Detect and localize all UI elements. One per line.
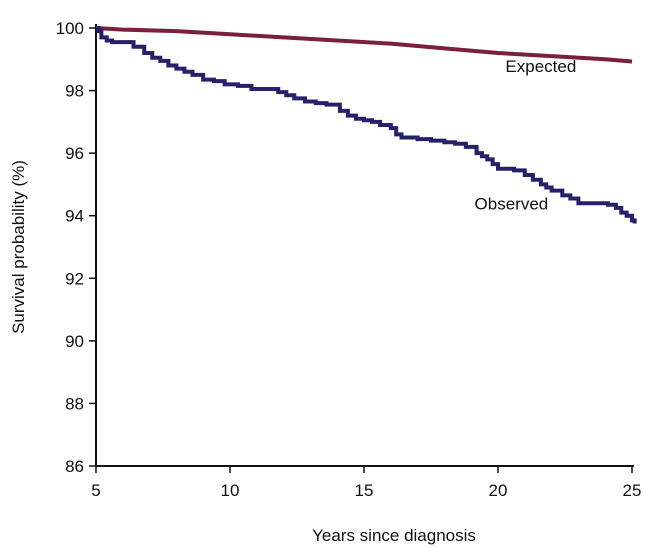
y-tick-label: 96 <box>65 144 84 163</box>
y-tick-label: 100 <box>56 19 84 38</box>
y-tick-label: 90 <box>65 332 84 351</box>
series-line-observed <box>96 26 637 224</box>
series-layer <box>95 26 637 224</box>
series-label-expected: Expected <box>505 57 576 76</box>
y-axis-title: Survival probability (%) <box>9 160 28 334</box>
y-tick-label: 92 <box>65 269 84 288</box>
y-tick-label: 88 <box>65 394 84 413</box>
x-tick-label: 15 <box>355 481 374 500</box>
y-axis-ticks: 86 88 90 92 94 96 98 100 <box>56 19 96 476</box>
y-tick-label: 98 <box>65 82 84 101</box>
x-tick-label: 25 <box>623 481 642 500</box>
x-tick-label: 10 <box>221 481 240 500</box>
x-tick-label: 20 <box>489 481 508 500</box>
y-tick-label: 94 <box>65 207 84 226</box>
x-tick-label: 5 <box>91 481 100 500</box>
x-axis-title: Years since diagnosis <box>312 526 476 545</box>
x-axis-ticks: 5 10 15 20 25 <box>91 466 641 500</box>
series-line-expected <box>95 26 633 64</box>
series-labels: Expected Observed <box>475 57 577 214</box>
y-tick-label: 86 <box>65 457 84 476</box>
series-label-observed: Observed <box>475 194 549 213</box>
